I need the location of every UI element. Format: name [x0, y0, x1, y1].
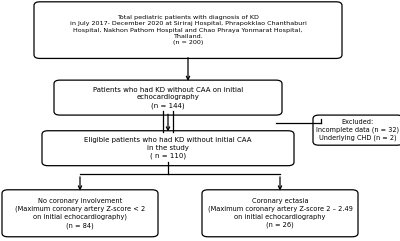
FancyBboxPatch shape	[34, 2, 342, 59]
FancyBboxPatch shape	[2, 190, 158, 237]
FancyBboxPatch shape	[202, 190, 358, 237]
FancyBboxPatch shape	[313, 115, 400, 145]
Text: No coronary involvement
(Maximum coronary artery Z-score < 2
on initial echocard: No coronary involvement (Maximum coronar…	[15, 198, 145, 229]
Text: Patients who had KD without CAA on initial
echocardiography
(n = 144): Patients who had KD without CAA on initi…	[93, 87, 243, 109]
Text: Excluded:
Incomplete data (n = 32)
Underlying CHD (n = 2): Excluded: Incomplete data (n = 32) Under…	[316, 119, 400, 141]
FancyBboxPatch shape	[42, 131, 294, 166]
FancyBboxPatch shape	[54, 80, 282, 115]
Text: Total pediatric patients with diagnosis of KD
in July 2017- December 2020 at Sir: Total pediatric patients with diagnosis …	[70, 15, 306, 45]
Text: Coronary ectasia
(Maximum coronary artery Z-score 2 – 2.49
on initial echocardio: Coronary ectasia (Maximum coronary arter…	[208, 198, 352, 228]
Text: Eligible patients who had KD without initial CAA
in the study
( n = 110): Eligible patients who had KD without ini…	[84, 137, 252, 159]
